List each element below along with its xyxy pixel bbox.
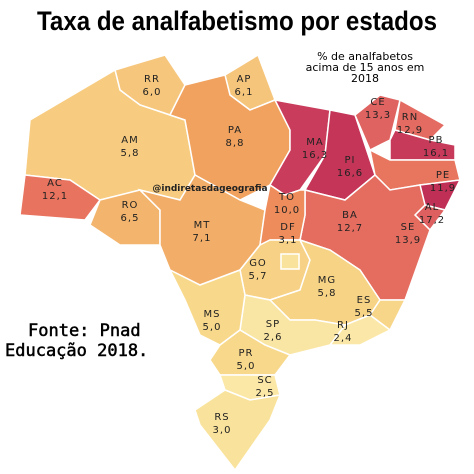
state-code: CE <box>370 97 385 108</box>
state-code: TO <box>278 192 295 203</box>
state-value: 5,7 <box>249 271 268 282</box>
state-code: SE <box>401 222 416 233</box>
state-value: 12,9 <box>397 125 423 136</box>
state-value: 6,1 <box>235 87 254 98</box>
state-code: MA <box>306 137 323 148</box>
state-code: PA <box>228 125 242 136</box>
state-code: PE <box>436 170 450 181</box>
state-value: 2,5 <box>256 388 275 399</box>
state-region <box>19 174 102 221</box>
state-value: 16,6 <box>337 168 363 179</box>
state-code: MT <box>194 220 211 231</box>
state-code: AP <box>237 74 252 85</box>
watermark: @indiretasdageografia <box>152 184 267 194</box>
state-value: 13,9 <box>395 235 421 246</box>
state-code: RJ <box>337 320 349 331</box>
state-value: 10,0 <box>274 205 300 216</box>
state-region <box>209 329 292 376</box>
state-value: 5,0 <box>203 322 222 333</box>
state-value: 5,8 <box>318 288 337 299</box>
state-code: PR <box>239 348 254 359</box>
state-value: 3,0 <box>213 425 232 436</box>
subtitle-line: acima de 15 anos em <box>306 61 425 74</box>
state-region <box>280 253 300 270</box>
state-region <box>194 389 282 472</box>
state-value: 12,7 <box>337 223 363 234</box>
state-code: MG <box>318 275 336 286</box>
state-value: 16,3 <box>302 150 328 161</box>
state-value: 13,3 <box>365 110 391 121</box>
title: Taxa de analfabetismo por estados <box>37 6 437 36</box>
state-value: 5,8 <box>121 148 140 159</box>
state-code: SC <box>257 375 272 386</box>
source-line: Fonte: Pnad <box>28 321 141 341</box>
state-code: RS <box>214 412 229 423</box>
state-code: BA <box>342 210 358 221</box>
state-value: 11,9 <box>430 183 456 194</box>
subtitle-line: 2018 <box>351 72 379 85</box>
state-code: AL <box>425 202 439 213</box>
state-code: MS <box>204 309 221 320</box>
state-code: PB <box>429 135 444 146</box>
state-code: AM <box>121 135 138 146</box>
state-value: 6,0 <box>143 87 162 98</box>
state-value: 16,1 <box>423 148 449 159</box>
source-line: Educação 2018. <box>5 341 148 361</box>
state-value: 2,4 <box>334 333 353 344</box>
state-code: ES <box>357 295 372 306</box>
state-code: PI <box>345 155 356 166</box>
state-code: RO <box>122 200 139 211</box>
state-code: DF <box>280 222 295 233</box>
state-value: 2,6 <box>264 332 283 343</box>
state-value: 5,0 <box>237 361 256 372</box>
state-code: GO <box>249 258 267 269</box>
state-value: 3,1 <box>279 235 298 246</box>
state-value: 7,1 <box>193 233 212 244</box>
subtitle-line: % de analfabetos <box>317 50 413 63</box>
state-value: 6,5 <box>121 213 140 224</box>
state-value: 12,1 <box>42 191 68 202</box>
state-region <box>354 94 401 152</box>
state-code: AC <box>47 178 63 189</box>
state-code: RN <box>402 112 418 123</box>
state-code: RR <box>144 74 160 85</box>
state-value: 17,2 <box>419 215 445 226</box>
state-value: 5,5 <box>355 308 374 319</box>
state-value: 8,8 <box>226 138 245 149</box>
state-code: SP <box>266 319 280 330</box>
